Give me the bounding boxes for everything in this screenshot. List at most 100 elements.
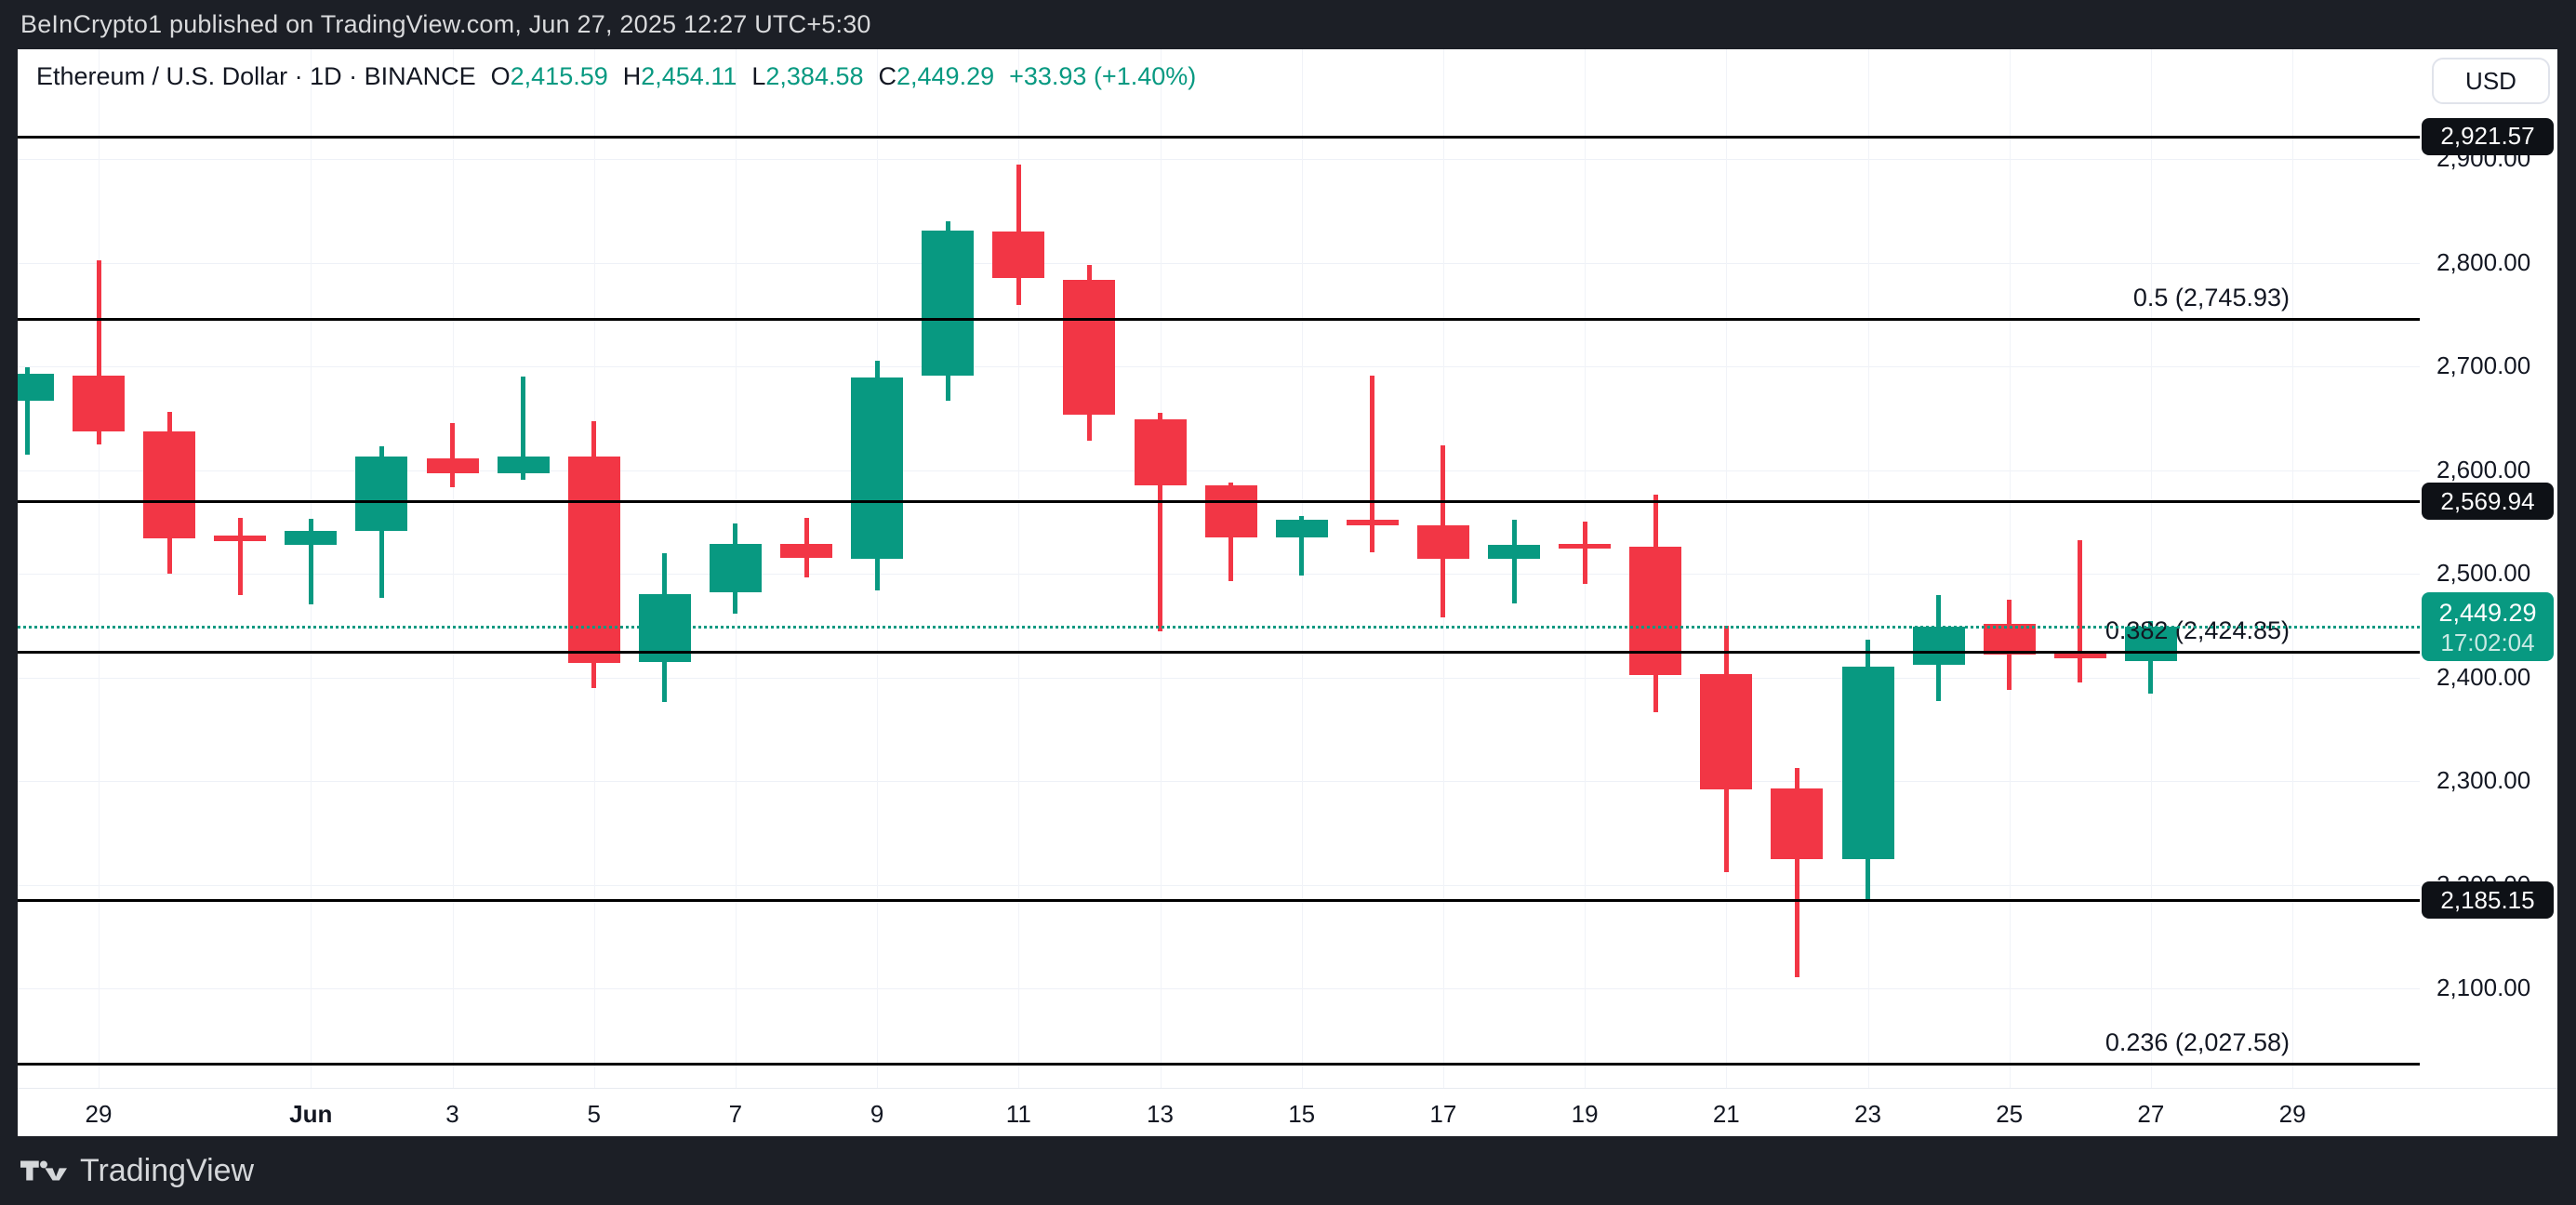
price-line-badge: 2,185.15 <box>2422 881 2554 920</box>
chart-legend: Ethereum / U.S. Dollar · 1D · BINANCE O2… <box>18 49 2557 103</box>
candle-body[interactable] <box>18 373 54 401</box>
time-axis[interactable]: 29 Jun 3 5 7 9 11 13 15 17 19 21 23 25 27 29 <box>18 1088 2557 1137</box>
candle-body[interactable] <box>992 232 1045 279</box>
candle-body[interactable] <box>851 377 904 560</box>
fib-level-line[interactable] <box>18 317 2420 321</box>
fib-level-line[interactable] <box>18 650 2420 654</box>
time-tick-label: 13 <box>1147 1100 1174 1128</box>
candle-wick <box>96 260 101 444</box>
candle-body[interactable] <box>285 531 338 545</box>
candlestick-plot[interactable]: 0.5 (2,745.93) 0.382 (2,424.85) 0.236 (2,0… <box>18 49 2420 1088</box>
candle-body[interactable] <box>1629 547 1682 676</box>
candle-body[interactable] <box>922 230 975 377</box>
candle-body[interactable] <box>709 543 762 593</box>
time-tick-label: 17 <box>1429 1100 1457 1128</box>
candle-body[interactable] <box>73 376 125 432</box>
candle-body[interactable] <box>1700 674 1753 789</box>
time-tick-label: 21 <box>1712 1100 1740 1128</box>
bar-countdown: 17:02:04 <box>2440 628 2535 656</box>
candle-body[interactable] <box>1416 524 1469 560</box>
candle-body[interactable] <box>780 543 832 559</box>
candle-body[interactable] <box>1134 418 1187 486</box>
ohlc-c: C2,449.29 <box>878 61 995 90</box>
chart-panel: Ethereum / U.S. Dollar · 1D · BINANCE O2… <box>18 49 2557 1137</box>
tradingview-brand-text: TradingView <box>80 1152 255 1188</box>
price-tick-label: 2,800.00 <box>2437 247 2531 276</box>
h-gridline <box>18 781 2420 782</box>
ohlc-h: H2,454.11 <box>622 61 737 90</box>
candle-body[interactable] <box>355 457 408 532</box>
change-readout: +33.93 (+1.40%) <box>1009 61 1197 90</box>
candle-body[interactable] <box>567 457 620 663</box>
candle-wick <box>521 377 526 480</box>
candle-body[interactable] <box>1912 626 1965 666</box>
current-price-value: 2,449.29 <box>2438 598 2537 627</box>
time-tick-label: 9 <box>870 1100 884 1128</box>
horizontal-price-line[interactable] <box>18 500 2420 504</box>
candle-body[interactable] <box>426 458 479 473</box>
fib-level-line[interactable] <box>18 1062 2420 1066</box>
price-tick-label: 2,300.00 <box>2437 766 2531 794</box>
h-gridline <box>18 262 2420 264</box>
candle-body[interactable] <box>214 535 267 542</box>
v-gridline <box>1018 49 1020 1088</box>
ohlc-o: O2,415.59 <box>490 61 608 90</box>
candle-body[interactable] <box>497 457 550 473</box>
horizontal-price-line[interactable] <box>18 899 2420 903</box>
candle-body[interactable] <box>1346 520 1399 525</box>
candle-body[interactable] <box>638 594 691 662</box>
h-gridline <box>18 159 2420 160</box>
time-tick-label: 29 <box>85 1100 113 1128</box>
time-tick-label: 23 <box>1854 1100 1881 1128</box>
candle-wick <box>308 518 313 605</box>
price-tick-label: 2,500.00 <box>2437 559 2531 587</box>
time-tick-label: 25 <box>1996 1100 2024 1128</box>
candle-body[interactable] <box>143 431 196 539</box>
current-price-line <box>18 625 2420 629</box>
candle-wick <box>450 423 455 488</box>
time-tick-label: 27 <box>2137 1100 2165 1128</box>
tradingview-logo-icon <box>20 1160 67 1181</box>
fib-level-label: 0.382 (2,424.85) <box>2105 616 2290 644</box>
candle-wick <box>1370 376 1375 552</box>
candle-body[interactable] <box>2053 653 2106 659</box>
candle-body[interactable] <box>1063 280 1116 416</box>
candle-body[interactable] <box>1204 485 1257 537</box>
candle-body[interactable] <box>2124 626 2177 662</box>
v-gridline <box>452 49 454 1088</box>
v-gridline <box>2009 49 2011 1088</box>
h-gridline <box>18 574 2420 575</box>
currency-toggle-button[interactable]: USD <box>2432 58 2550 104</box>
price-tick-label: 2,400.00 <box>2437 662 2531 691</box>
time-tick-label: 7 <box>728 1100 743 1128</box>
tradingview-brand[interactable]: TradingView <box>20 1153 254 1189</box>
symbol-title[interactable]: Ethereum / U.S. Dollar · 1D · BINANCE <box>36 61 476 90</box>
attribution-text: BeInCrypto1 published on TradingView.com… <box>20 10 871 38</box>
candle-body[interactable] <box>1983 623 2036 655</box>
time-tick-label: 19 <box>1571 1100 1599 1128</box>
ohlc-readout: O2,415.59 H2,454.11 L2,384.58 C2,449.29 +33.… <box>491 62 1212 91</box>
h-gridline <box>18 366 2420 367</box>
candle-body[interactable] <box>1488 544 1540 560</box>
time-tick-label: 3 <box>445 1100 459 1128</box>
price-axis[interactable]: 2,921.57 2,569.94 2,185.15 2,449.29 17:02:04… <box>2420 49 2557 1088</box>
ohlc-l: L2,384.58 <box>751 61 864 90</box>
candle-body[interactable] <box>1559 543 1612 549</box>
candle-wick <box>1511 520 1517 604</box>
horizontal-price-line[interactable] <box>18 135 2420 139</box>
v-gridline <box>2150 49 2152 1088</box>
candle-wick <box>1299 515 1305 576</box>
candle-wick <box>1794 767 1799 977</box>
price-tick-label: 2,100.00 <box>2437 973 2531 1001</box>
candle-body[interactable] <box>1275 520 1328 537</box>
candle-body[interactable] <box>1771 788 1824 859</box>
price-tick-label: 2,600.00 <box>2437 455 2531 483</box>
current-price-badge: 2,449.29 17:02:04 <box>2422 591 2554 661</box>
footer-bar: TradingView <box>0 1136 2576 1205</box>
fib-level-label: 0.5 (2,745.93) <box>2132 283 2290 311</box>
candle-body[interactable] <box>1841 667 1894 859</box>
time-tick-label: 11 <box>1005 1100 1031 1128</box>
v-gridline <box>1867 49 1869 1088</box>
candle-wick <box>25 367 31 455</box>
